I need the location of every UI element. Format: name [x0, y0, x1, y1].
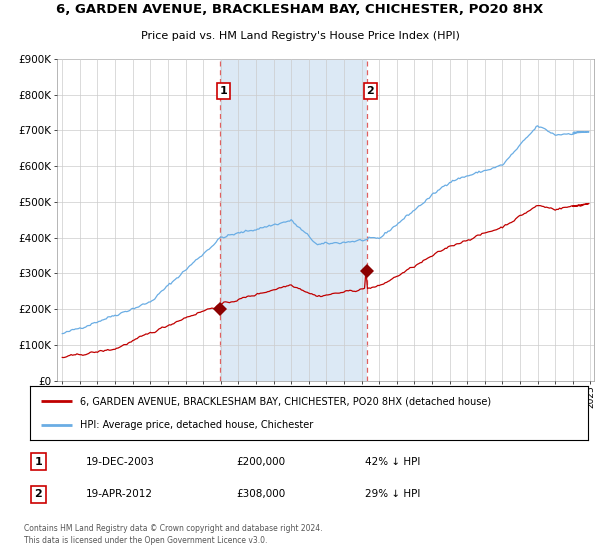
Text: 2: 2 [367, 86, 374, 96]
Text: Price paid vs. HM Land Registry's House Price Index (HPI): Price paid vs. HM Land Registry's House … [140, 30, 460, 40]
Text: 6, GARDEN AVENUE, BRACKLESHAM BAY, CHICHESTER, PO20 8HX (detached house): 6, GARDEN AVENUE, BRACKLESHAM BAY, CHICH… [80, 396, 491, 407]
Text: £308,000: £308,000 [236, 489, 286, 500]
Text: 1: 1 [34, 457, 42, 467]
Bar [220, 59, 367, 381]
Text: 19-APR-2012: 19-APR-2012 [86, 489, 153, 500]
Text: £200,000: £200,000 [236, 457, 286, 467]
Text: 1: 1 [220, 86, 227, 96]
Text: 42% ↓ HPI: 42% ↓ HPI [365, 457, 420, 467]
Text: 19-DEC-2003: 19-DEC-2003 [86, 457, 155, 467]
Text: 6, GARDEN AVENUE, BRACKLESHAM BAY, CHICHESTER, PO20 8HX: 6, GARDEN AVENUE, BRACKLESHAM BAY, CHICH… [56, 3, 544, 16]
Text: 29% ↓ HPI: 29% ↓ HPI [365, 489, 420, 500]
Text: Contains HM Land Registry data © Crown copyright and database right 2024.
This d: Contains HM Land Registry data © Crown c… [24, 524, 323, 545]
Text: HPI: Average price, detached house, Chichester: HPI: Average price, detached house, Chic… [80, 419, 313, 430]
Text: 2: 2 [34, 489, 42, 500]
